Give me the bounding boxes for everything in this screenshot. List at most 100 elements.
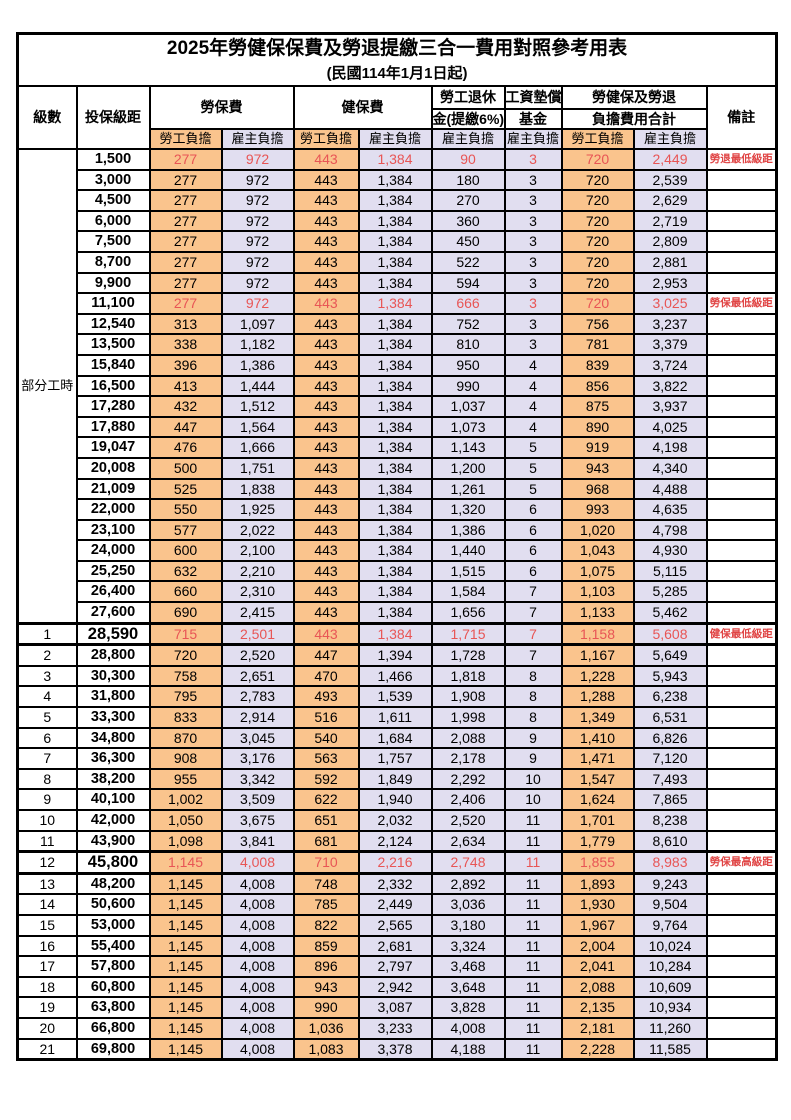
cell-health-employer: 1,384	[357, 312, 433, 336]
cell-pension-employer: 3,828	[430, 996, 506, 1019]
table-row: 26,400 660 2,310 443 1,384 1,584 7 1,103 5,285	[18, 580, 778, 604]
cell-labor-employee: 277	[148, 230, 223, 253]
cell-pension-employer: 2,292	[430, 767, 506, 791]
cell-health-employee: 443	[292, 250, 360, 274]
cell-pension-employer: 2,178	[430, 747, 506, 770]
cell-health-employer: 1,384	[357, 498, 433, 521]
cell-level: 18	[16, 975, 78, 999]
cell-labor-employer: 2,520	[220, 643, 295, 667]
cell-labor-employee: 660	[148, 580, 223, 604]
cell-remark	[705, 580, 778, 604]
cell-health-employee: 443	[292, 559, 360, 583]
cell-pension-employer: 1,143	[430, 436, 506, 459]
cell-remark	[705, 333, 778, 356]
cell-bracket: 48,200	[75, 872, 151, 896]
cell-health-employer: 2,332	[357, 872, 433, 896]
cell-total-employee: 968	[560, 477, 635, 501]
cell-health-employee: 443	[292, 601, 360, 625]
cell-health-employer: 2,124	[357, 829, 433, 853]
table-row: 12 45,800 1,145 4,008 710 2,216 2,748 11 1,855 8,…	[16, 850, 778, 875]
cell-total-employee: 2,135	[560, 996, 635, 1019]
cell-labor-employee: 690	[148, 601, 223, 625]
cell-remark	[705, 395, 778, 418]
cell-wage-fund-employer: 4	[503, 415, 563, 439]
cell-labor-employee: 1,145	[148, 1037, 223, 1061]
cell-bracket: 36,300	[75, 747, 151, 770]
table-row: 16 55,400 1,145 4,008 859 2,681 3,324 11 2,004 10…	[16, 934, 778, 958]
cell-health-employee: 563	[292, 747, 360, 770]
cell-level: 1	[16, 621, 78, 647]
table-row: 25,250 632 2,210 443 1,384 1,515 6 1,075 5,115	[18, 559, 778, 583]
cell-health-employee: 443	[292, 518, 360, 542]
cell-health-employer: 1,940	[357, 788, 433, 811]
cell-remark	[705, 539, 778, 562]
cell-pension-employer: 752	[430, 312, 506, 336]
cell-labor-employee: 277	[148, 250, 223, 274]
cell-remark	[705, 168, 778, 192]
table-row: 7,500 277 972 443 1,384 450 3 720 2,809	[18, 230, 778, 253]
subheader-total-employer: 雇主負擔	[632, 128, 708, 150]
cell-remark	[705, 477, 778, 501]
table-row: 4,500 277 972 443 1,384 270 3 720 2,629	[18, 189, 778, 212]
table-row: 21 69,800 1,145 4,008 1,083 3,378 4,188 11 2,228…	[16, 1037, 778, 1061]
cell-total-employee: 720	[560, 271, 635, 295]
col-header-health-insurance: 健保費	[292, 85, 433, 130]
cell-level: 17	[16, 955, 78, 978]
cell-pension-employer: 270	[430, 189, 506, 212]
cell-health-employer: 2,681	[357, 934, 433, 958]
cell-wage-fund-employer: 5	[503, 477, 563, 501]
cell-labor-employer: 4,008	[220, 996, 295, 1019]
cell-remark: 健保最低級距	[705, 621, 778, 647]
cell-remark: 勞保最高級距	[705, 850, 778, 875]
cell-wage-fund-employer: 3	[503, 271, 563, 295]
cell-total-employer: 4,488	[632, 477, 708, 501]
cell-bracket: 23,100	[75, 518, 151, 542]
cell-remark	[705, 996, 778, 1019]
cell-total-employee: 2,181	[560, 1016, 635, 1040]
col-header-total-line2: 負擔費用合計	[560, 108, 708, 130]
cell-labor-employee: 1,145	[148, 893, 223, 916]
cell-bracket: 45,800	[75, 850, 151, 875]
cell-bracket: 21,009	[75, 477, 151, 501]
cell-wage-fund-employer: 4	[503, 374, 563, 398]
fee-comparison-table: 2025年勞健保保費及勞退提繳三合一費用對照參考用表 (民國114年1月1日起)…	[16, 32, 779, 1062]
cell-health-employee: 443	[292, 312, 360, 336]
cell-pension-employer: 2,088	[430, 726, 506, 750]
cell-wage-fund-employer: 3	[503, 312, 563, 336]
cell-remark	[705, 913, 778, 937]
cell-labor-employer: 1,925	[220, 498, 295, 521]
cell-pension-employer: 360	[430, 209, 506, 233]
cell-bracket: 53,000	[75, 913, 151, 937]
cell-health-employer: 2,565	[357, 913, 433, 937]
cell-health-employer: 1,384	[357, 271, 433, 295]
cell-health-employee: 443	[292, 271, 360, 295]
cell-labor-employer: 972	[220, 168, 295, 192]
cell-wage-fund-employer: 11	[503, 893, 563, 916]
cell-pension-employer: 594	[430, 271, 506, 295]
cell-total-employer: 2,881	[632, 250, 708, 274]
cell-health-employer: 1,384	[357, 189, 433, 212]
cell-total-employee: 1,779	[560, 829, 635, 853]
cell-health-employer: 1,384	[357, 456, 433, 480]
cell-health-employee: 493	[292, 685, 360, 709]
cell-labor-employee: 277	[148, 292, 223, 315]
cell-health-employer: 1,466	[357, 664, 433, 688]
table-row: 11 43,900 1,098 3,841 681 2,124 2,634 11 1,779 8,…	[16, 829, 778, 853]
cell-labor-employer: 2,415	[220, 601, 295, 625]
cell-total-employee: 756	[560, 312, 635, 336]
cell-total-employee: 1,228	[560, 664, 635, 688]
cell-remark	[705, 747, 778, 770]
table-row: 19,047 476 1,666 443 1,384 1,143 5 919 4,198	[18, 436, 778, 459]
cell-level: 12	[16, 850, 78, 875]
cell-bracket: 4,500	[75, 189, 151, 212]
cell-wage-fund-employer: 9	[503, 747, 563, 770]
table-row: 部分工時 1,500 277 972 443 1,384 90 3 720 2,449 勞退最低級距	[16, 147, 778, 625]
cell-total-employee: 1,133	[560, 601, 635, 625]
cell-health-employer: 1,849	[357, 767, 433, 791]
table-row: 6 34,800 870 3,045 540 1,684 2,088 9 1,410 6,826	[16, 726, 778, 750]
cell-wage-fund-employer: 3	[503, 168, 563, 192]
cell-health-employee: 990	[292, 996, 360, 1019]
cell-remark	[705, 312, 778, 336]
table-body: 部分工時 1,500 277 972 443 1,384 90 3 720 2,449 勞退最低級距…	[16, 147, 778, 1061]
cell-total-employee: 1,158	[560, 621, 635, 647]
